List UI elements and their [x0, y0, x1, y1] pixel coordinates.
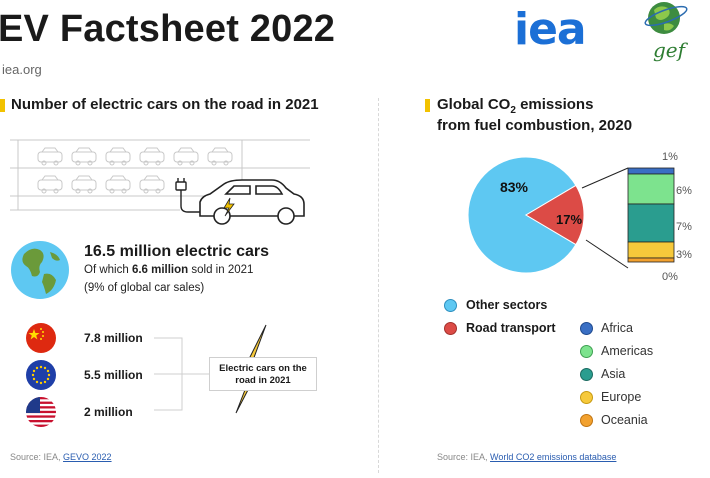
pie-slice-road-transport — [525, 184, 585, 246]
stack-label-africa: 1% — [662, 151, 678, 163]
stack-segment-americas — [627, 173, 675, 205]
co2-database-link[interactable]: World CO2 emissions database — [490, 452, 617, 462]
globe-icon — [11, 241, 69, 299]
europe-value: 5.5 million — [84, 368, 143, 382]
stack-label-americas: 6% — [676, 185, 692, 197]
stack-label-asia: 7% — [676, 221, 692, 233]
left-source-prefix: Source: IEA, — [10, 452, 64, 462]
ev-share-line: (9% of global car sales) — [84, 282, 205, 294]
left-source: Source: IEA, GEVO 2022 — [10, 452, 112, 462]
parking-garage-illustration — [10, 139, 310, 225]
right-source-prefix: Source: IEA, — [437, 452, 491, 462]
right-source: Source: IEA, World CO2 emissions databas… — [437, 452, 616, 462]
ev-section-title: Number of electric cars on the road in 2… — [11, 96, 319, 113]
co2-title-b: emissions — [515, 96, 594, 113]
gef-logo: gef — [653, 38, 686, 62]
co2-pie-chart: 83% 17% 1% 6% 7% 3% 0% — [467, 151, 692, 283]
pie-slice-other-sectors — [467, 156, 577, 274]
co2-title-sub: 2 — [510, 105, 516, 116]
ev-sold-line: Of which 6.6 million sold in 2021 — [84, 264, 253, 276]
pie-label-road: 17% — [556, 212, 582, 227]
legend-dot-road — [444, 322, 457, 335]
co2-title-a: Global CO — [437, 96, 511, 113]
gevo-link[interactable]: GEVO 2022 — [63, 452, 112, 462]
china-value: 7.8 million — [84, 331, 143, 345]
section-marker — [425, 99, 430, 112]
stack-segment-europe — [627, 241, 675, 259]
bracket-connector — [154, 337, 210, 411]
callout-line1: Electric cars on the — [219, 363, 307, 374]
page-title: EV Factsheet 2022 — [0, 8, 336, 50]
legend-dot-americas — [580, 345, 593, 358]
eu-flag-icon — [26, 360, 56, 390]
stack-segment-oceania — [627, 257, 675, 263]
legend-label-americas: Americas — [601, 344, 654, 358]
total-ev-stat: 16.5 million electric cars — [84, 243, 269, 260]
stack-segment-africa — [627, 167, 675, 175]
gef-globe-icon — [644, 2, 688, 34]
road-transport-stacked-bar: 1% 6% 7% 3% 0% — [627, 151, 692, 283]
sold-suffix: sold in 2021 — [188, 264, 254, 276]
iea-logo: iea — [514, 4, 587, 55]
legend-dot-europe — [580, 391, 593, 404]
stack-segment-asia — [627, 203, 675, 243]
connector-line-bottom — [585, 239, 629, 269]
legend-label-asia: Asia — [601, 367, 626, 381]
connector-line-top — [581, 167, 629, 189]
callout-line2: road in 2021 — [235, 375, 291, 386]
legend-label-other: Other sectors — [466, 298, 548, 312]
sold-prefix: Of which — [84, 264, 132, 276]
column-divider — [378, 98, 379, 473]
usa-flag-icon — [26, 397, 56, 427]
legend-label-road: Road transport — [466, 321, 556, 335]
legend-label-oceania: Oceania — [601, 413, 648, 427]
china-flag-icon — [26, 323, 56, 353]
legend-dot-asia — [580, 368, 593, 381]
legend-dot-other — [444, 299, 457, 312]
legend-label-africa: Africa — [601, 321, 633, 335]
ev-callout-box: Electric cars on the road in 2021 — [209, 357, 317, 391]
sold-value: 6.6 million — [131, 264, 189, 276]
stack-label-europe: 3% — [676, 249, 692, 261]
usa-value: 2 million — [84, 405, 133, 419]
pie-label-other: 83% — [500, 179, 529, 195]
co2-section-title-line2: from fuel combustion, 2020 — [437, 117, 633, 134]
legend-dot-africa — [580, 322, 593, 335]
section-marker — [0, 99, 5, 112]
co2-section-title-line1: Global CO2 emissions — [437, 96, 593, 116]
stack-label-oceania: 0% — [662, 271, 678, 283]
legend-label-europe: Europe — [601, 390, 642, 404]
legend-dot-oceania — [580, 414, 593, 427]
website-label[interactable]: iea.org — [2, 62, 42, 77]
